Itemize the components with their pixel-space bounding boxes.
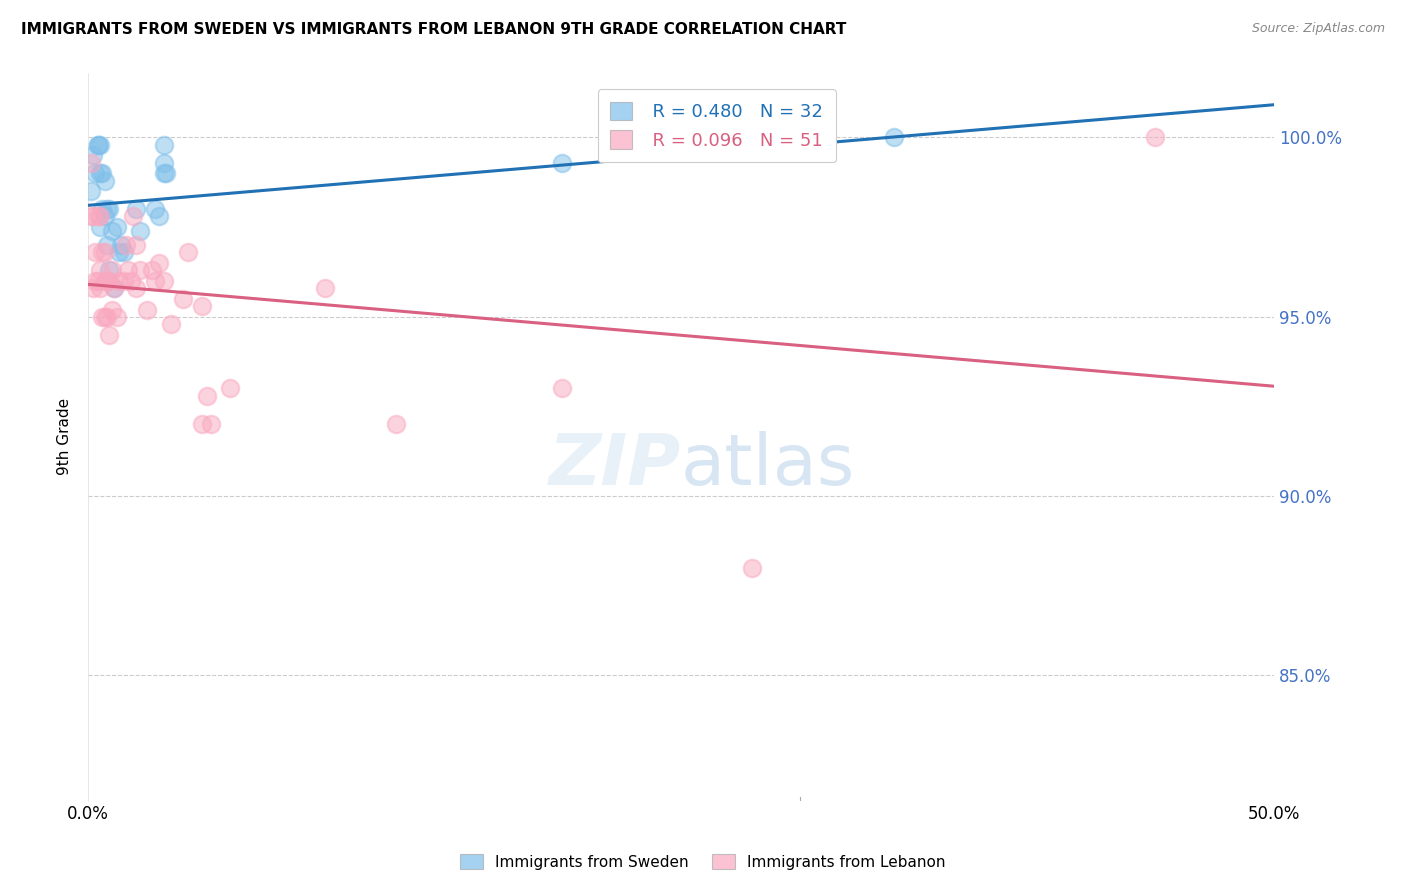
Point — [219, 381, 242, 395]
Point — [96, 310, 118, 324]
Point — [883, 130, 905, 145]
Point — [148, 210, 170, 224]
Point — [91, 166, 114, 180]
Point — [108, 245, 131, 260]
Point — [89, 220, 111, 235]
Point — [177, 245, 200, 260]
Point — [98, 202, 121, 217]
Point — [86, 210, 108, 224]
Y-axis label: 9th Grade: 9th Grade — [58, 398, 72, 475]
Point — [91, 245, 114, 260]
Point — [143, 274, 166, 288]
Point — [124, 238, 146, 252]
Point — [741, 560, 763, 574]
Point — [551, 155, 574, 169]
Point — [96, 202, 118, 217]
Point — [136, 302, 159, 317]
Point — [84, 274, 107, 288]
Point — [195, 388, 218, 402]
Legend: Immigrants from Sweden, Immigrants from Lebanon: Immigrants from Sweden, Immigrants from … — [453, 846, 953, 877]
Point — [385, 417, 408, 432]
Point — [172, 292, 194, 306]
Point — [82, 148, 104, 162]
Point — [105, 310, 128, 324]
Point — [117, 263, 139, 277]
Point — [82, 281, 104, 295]
Point — [148, 256, 170, 270]
Point — [79, 184, 101, 198]
Point — [155, 166, 177, 180]
Point — [101, 224, 124, 238]
Point — [200, 417, 222, 432]
Point — [129, 224, 152, 238]
Point — [101, 263, 124, 277]
Point — [153, 166, 176, 180]
Point — [314, 281, 336, 295]
Point — [86, 137, 108, 152]
Point — [89, 210, 111, 224]
Point — [105, 220, 128, 235]
Point — [94, 245, 117, 260]
Point — [551, 381, 574, 395]
Point — [82, 210, 104, 224]
Point — [79, 210, 101, 224]
Point — [94, 210, 117, 224]
Point — [143, 202, 166, 217]
Point — [94, 173, 117, 187]
Point — [129, 263, 152, 277]
Legend:   R = 0.480   N = 32,   R = 0.096   N = 51: R = 0.480 N = 32, R = 0.096 N = 51 — [598, 89, 835, 162]
Point — [86, 274, 108, 288]
Point — [122, 210, 145, 224]
Point — [141, 263, 163, 277]
Point — [153, 274, 176, 288]
Point — [1144, 130, 1167, 145]
Text: ZIP: ZIP — [548, 432, 681, 500]
Point — [91, 310, 114, 324]
Text: atlas: atlas — [681, 432, 855, 500]
Point — [98, 327, 121, 342]
Point — [98, 274, 121, 288]
Text: IMMIGRANTS FROM SWEDEN VS IMMIGRANTS FROM LEBANON 9TH GRADE CORRELATION CHART: IMMIGRANTS FROM SWEDEN VS IMMIGRANTS FRO… — [21, 22, 846, 37]
Point — [91, 202, 114, 217]
Point — [89, 263, 111, 277]
Point — [86, 137, 108, 152]
Point — [89, 281, 111, 295]
Point — [191, 299, 214, 313]
Point — [103, 281, 125, 295]
Point — [124, 281, 146, 295]
Point — [191, 417, 214, 432]
Point — [115, 238, 138, 252]
Point — [96, 274, 118, 288]
Point — [120, 274, 142, 288]
Point — [112, 245, 135, 260]
Point — [84, 166, 107, 180]
Point — [89, 166, 111, 180]
Point — [96, 238, 118, 252]
Point — [112, 274, 135, 288]
Point — [153, 137, 176, 152]
Point — [124, 202, 146, 217]
Point — [108, 274, 131, 288]
Point — [153, 155, 176, 169]
Point — [110, 238, 132, 252]
Point — [101, 302, 124, 317]
Point — [103, 281, 125, 295]
Point — [84, 245, 107, 260]
Point — [94, 274, 117, 288]
Point — [79, 155, 101, 169]
Point — [89, 137, 111, 152]
Point — [94, 310, 117, 324]
Text: Source: ZipAtlas.com: Source: ZipAtlas.com — [1251, 22, 1385, 36]
Point — [98, 263, 121, 277]
Point — [160, 317, 183, 331]
